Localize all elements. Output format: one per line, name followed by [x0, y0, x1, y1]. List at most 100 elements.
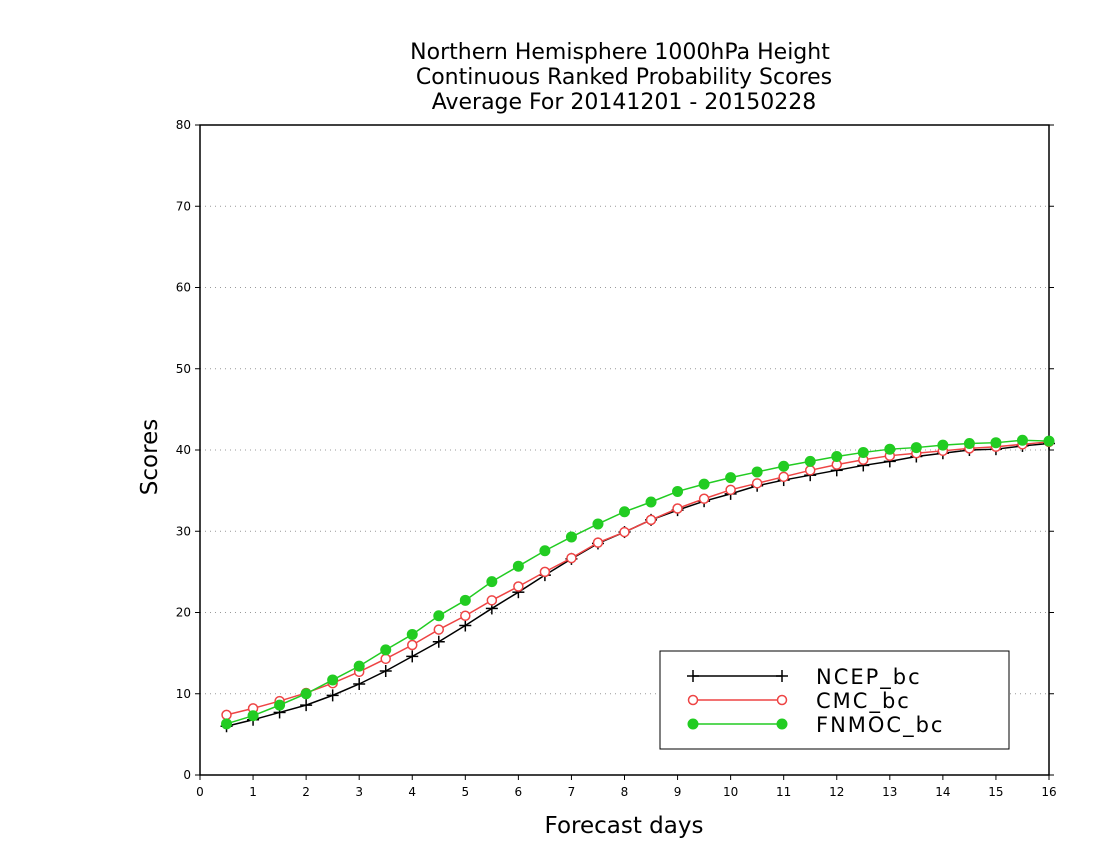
data-point-fnmoc-bc [274, 699, 286, 711]
data-point-fnmoc-bc [725, 472, 737, 484]
data-point-fnmoc-bc [247, 710, 259, 722]
data-point-fnmoc-bc [221, 718, 233, 730]
data-point-cmc-bc [221, 709, 232, 721]
data-point-cmc-bc [778, 471, 789, 483]
x-tick-label: 10 [723, 785, 738, 799]
data-point-ncep-bc [326, 689, 339, 702]
data-point-fnmoc-bc [672, 485, 684, 497]
chart-title-line-2: Continuous Ranked Probability Scores [416, 65, 832, 90]
y-axis-label: Scores [137, 419, 163, 495]
y-tick-label: 60 [176, 281, 191, 295]
data-point-cmc-bc [619, 526, 630, 538]
x-tick-label: 3 [355, 785, 363, 799]
chart-title-line-3: Average For 20141201 - 20150228 [432, 90, 817, 115]
data-point-fnmoc-bc [1016, 434, 1028, 446]
y-tick-label: 10 [176, 687, 191, 701]
data-point-fnmoc-bc [539, 545, 551, 557]
x-tick-label: 15 [988, 785, 1003, 799]
data-point-fnmoc-bc [1043, 435, 1055, 447]
data-point-fnmoc-bc [406, 628, 418, 640]
data-point-fnmoc-bc [645, 496, 657, 508]
data-point-fnmoc-bc [619, 506, 630, 518]
data-point-cmc-bc [592, 537, 604, 548]
data-point-fnmoc-bc [778, 460, 790, 472]
data-point-fnmoc-bc [937, 439, 949, 451]
data-point-fnmoc-bc [353, 660, 365, 672]
legend-entry-ncep-bc: NCEP_bc [687, 665, 922, 690]
data-point-cmc-bc [672, 503, 683, 514]
data-point-fnmoc-bc [300, 688, 312, 700]
legend-marker-ncep-bc [687, 670, 699, 682]
x-tick-label: 9 [674, 785, 682, 799]
legend-marker-ncep-bc [776, 670, 788, 682]
data-point-cmc-bc [433, 624, 445, 635]
data-point-fnmoc-bc [565, 531, 577, 543]
legend-label-cmc-bc: CMC_bc [816, 689, 911, 714]
x-tick-label: 6 [515, 785, 523, 799]
data-point-cmc-bc [380, 653, 391, 665]
x-tick-label: 16 [1041, 785, 1056, 799]
data-point-cmc-bc [407, 639, 418, 651]
x-tick-label: 7 [568, 785, 576, 799]
data-point-ncep-bc [353, 678, 366, 690]
legend-marker-cmc-bc [687, 694, 699, 706]
data-point-ncep-bc [406, 650, 419, 663]
legend-label-ncep-bc: NCEP_bc [816, 665, 922, 690]
data-point-cmc-bc [486, 595, 498, 606]
x-tick-label: 1 [249, 785, 257, 799]
data-point-cmc-bc [566, 552, 577, 564]
data-point-fnmoc-bc [433, 610, 445, 622]
legend-entry-fnmoc-bc: FNMOC_bc [687, 713, 944, 738]
data-point-fnmoc-bc [990, 437, 1002, 449]
y-tick-label: 20 [176, 606, 191, 620]
data-point-cmc-bc [460, 610, 471, 621]
legend-label-fnmoc-bc: FNMOC_bc [816, 713, 944, 738]
data-point-fnmoc-bc [327, 674, 339, 686]
y-tick-label: 50 [176, 362, 191, 376]
data-point-ncep-bc [432, 635, 445, 648]
chart-title-line-1: Northern Hemisphere 1000hPa Height [410, 40, 830, 65]
x-tick-label: 12 [829, 785, 844, 799]
data-series [220, 434, 1055, 733]
data-point-fnmoc-bc [459, 594, 471, 606]
x-tick-label: 13 [882, 785, 897, 799]
x-tick-label: 4 [408, 785, 416, 799]
data-point-fnmoc-bc [963, 438, 975, 449]
y-tick-label: 0 [183, 768, 191, 782]
y-tick-label: 80 [176, 118, 191, 132]
data-point-fnmoc-bc [857, 446, 869, 458]
series-fnmoc-bc [221, 434, 1055, 730]
data-point-fnmoc-bc [804, 455, 816, 467]
data-point-fnmoc-bc [884, 443, 896, 455]
data-point-cmc-bc [513, 581, 524, 592]
x-tick-label: 14 [935, 785, 950, 799]
x-tick-label: 8 [621, 785, 629, 799]
data-point-fnmoc-bc [380, 644, 392, 656]
x-axis-label: Forecast days [545, 813, 704, 839]
data-point-cmc-bc [751, 478, 763, 489]
y-tick-label: 70 [176, 199, 191, 213]
data-point-ncep-bc [459, 619, 472, 632]
data-point-cmc-bc [645, 514, 657, 526]
legend-entry-cmc-bc: CMC_bc [687, 689, 911, 714]
data-point-fnmoc-bc [486, 576, 498, 588]
data-point-ncep-bc [379, 665, 392, 677]
legend-marker-fnmoc-bc [776, 718, 788, 730]
data-point-fnmoc-bc [751, 466, 763, 478]
y-tick-label: 30 [176, 524, 191, 538]
x-tick-label: 5 [461, 785, 469, 799]
data-point-cmc-bc [725, 484, 736, 496]
data-point-cmc-bc [539, 566, 551, 578]
x-tick-label: 2 [302, 785, 310, 799]
data-point-fnmoc-bc [831, 451, 843, 462]
x-tick-label: 0 [196, 785, 204, 799]
data-point-fnmoc-bc [592, 518, 604, 530]
legend-marker-cmc-bc [776, 694, 788, 706]
data-point-cmc-bc [698, 493, 710, 504]
y-tick-label: 40 [176, 443, 191, 457]
x-tick-label: 11 [776, 785, 791, 799]
data-point-fnmoc-bc [512, 560, 524, 572]
